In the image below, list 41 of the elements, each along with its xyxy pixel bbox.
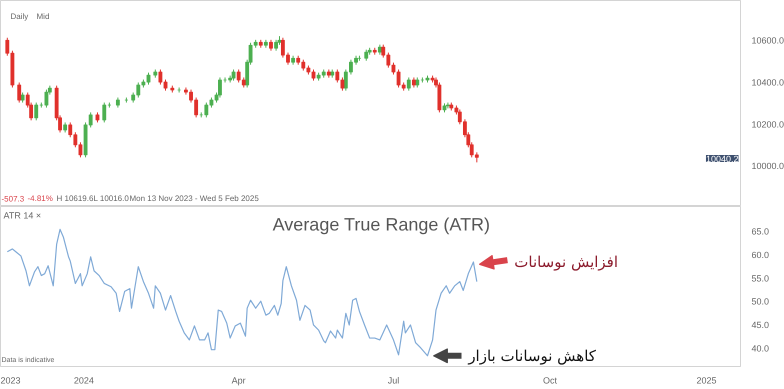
x-tick-label: 2025 <box>696 376 716 386</box>
candlestick <box>232 69 236 82</box>
candlestick <box>269 39 273 52</box>
candlestick <box>34 102 38 121</box>
annotation: Daily <box>10 12 28 21</box>
candlestick <box>17 82 22 104</box>
x-tick-label: 2023 <box>0 376 21 386</box>
candlestick <box>116 97 120 108</box>
y-tick-label: 10600.0 <box>752 36 784 46</box>
y-tick-label: 45.0 <box>752 320 770 330</box>
annotation: H 10619.6 <box>56 194 94 203</box>
y-tick-label: 65.0 <box>752 226 770 237</box>
annotation: Mid <box>36 12 50 21</box>
y-tick-label: 40.0 <box>752 343 770 354</box>
annotation: Mon 13 Nov 2023 - Wed 5 Feb 2025 <box>130 194 260 203</box>
candlestick <box>102 102 106 123</box>
x-tick-label: Apr <box>232 376 246 386</box>
annotation: -507.3 <box>2 194 25 204</box>
candlestick <box>20 92 25 104</box>
x-tick-label: 2024 <box>74 376 94 386</box>
candlestick <box>63 122 68 133</box>
y-tick-label: 10000.0 <box>752 161 784 172</box>
annotation: ATR 14 × <box>4 210 42 220</box>
candlestick <box>378 44 382 56</box>
y-tick-label: 55.0 <box>752 273 770 284</box>
annotation: 10040.2 <box>706 154 739 164</box>
y-tick-label: 60.0 <box>752 250 770 260</box>
y-tick-label: 50.0 <box>752 296 770 307</box>
candlestick <box>406 76 411 92</box>
annotation: -4.81% <box>28 194 53 203</box>
y-tick-label: 10400.0 <box>752 78 784 88</box>
candlestick <box>96 112 100 123</box>
annotation: L 10016.0 <box>94 194 130 203</box>
candlestick <box>274 39 278 52</box>
annotation: کاهش نوسانات بازار <box>467 346 597 365</box>
x-tick-label: Oct <box>542 376 558 386</box>
annotation: افزایش نوسانات <box>514 253 618 272</box>
x-tick-label: Jul <box>388 376 400 386</box>
y-tick-label: 10200.0 <box>752 119 784 130</box>
text: Average True Range (ATR) <box>272 214 490 234</box>
candlestick <box>412 76 416 88</box>
